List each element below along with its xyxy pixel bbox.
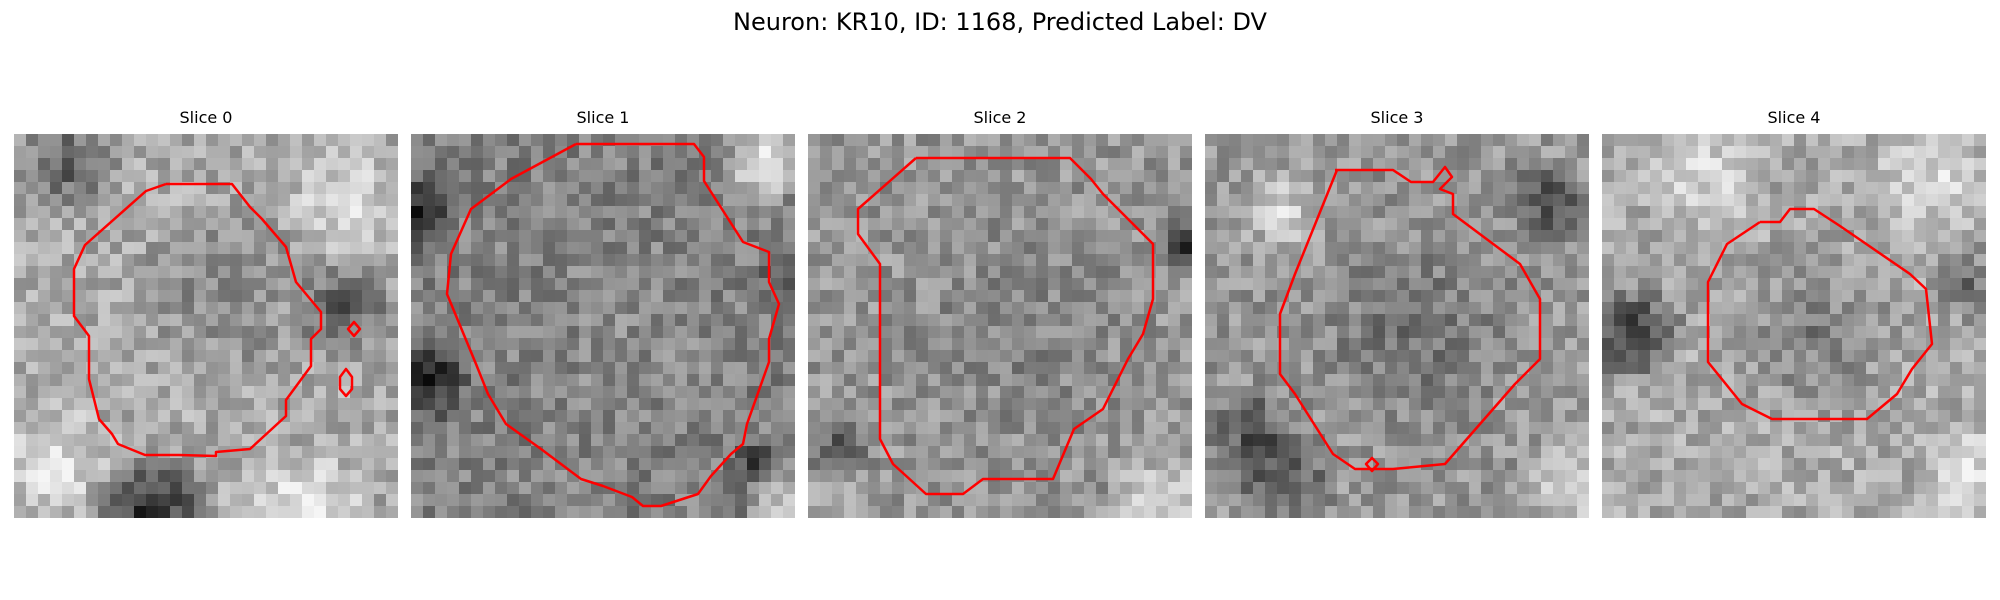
slice-image-1 <box>411 134 795 518</box>
slice-title-2: Slice 2 <box>973 108 1027 127</box>
slice-image-2 <box>808 134 1192 518</box>
grayscale-image <box>1205 134 1589 518</box>
grayscale-image <box>411 134 795 518</box>
slice-image-4 <box>1602 134 1986 518</box>
slice-title-3: Slice 3 <box>1370 108 1424 127</box>
slice-panel-3: Slice 3 <box>1205 108 1589 518</box>
grayscale-image <box>1602 134 1986 518</box>
slice-image-3 <box>1205 134 1589 518</box>
figure-title: Neuron: KR10, ID: 1168, Predicted Label:… <box>733 8 1267 36</box>
slice-image-0 <box>14 134 398 518</box>
slice-title-0: Slice 0 <box>179 108 233 127</box>
slice-title-1: Slice 1 <box>576 108 630 127</box>
grayscale-image <box>14 134 398 518</box>
roi-contour <box>1706 207 1934 421</box>
grayscale-image <box>808 134 1192 518</box>
slice-panel-1: Slice 1 <box>411 108 795 518</box>
roi-contour <box>1278 165 1542 473</box>
roi-contour <box>72 182 362 458</box>
roi-contour <box>856 156 1155 496</box>
slice-title-4: Slice 4 <box>1767 108 1821 127</box>
slice-panel-0: Slice 0 <box>14 108 398 518</box>
roi-contour <box>445 142 781 508</box>
slice-panel-4: Slice 4 <box>1602 108 1986 518</box>
slice-panel-2: Slice 2 <box>808 108 1192 518</box>
